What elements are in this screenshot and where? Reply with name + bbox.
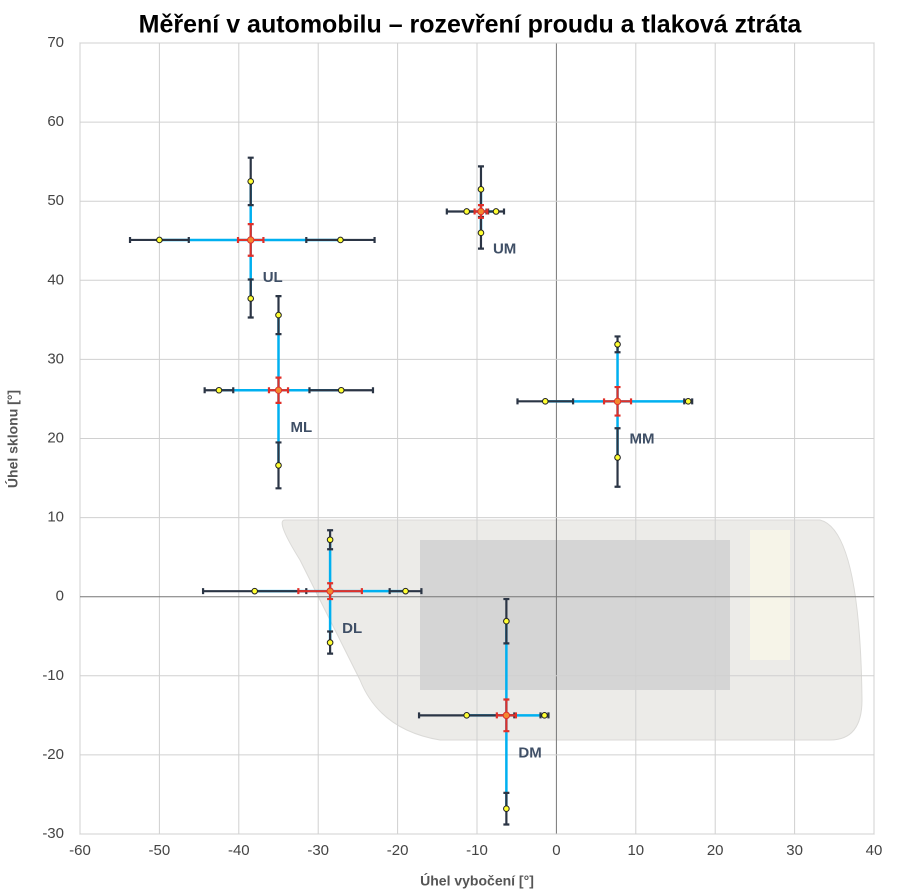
y-tick-label: 20 — [47, 429, 64, 446]
center-point — [503, 712, 509, 718]
group-label: UM — [493, 240, 516, 257]
y-tick-label: 60 — [47, 113, 64, 130]
x-tick-label: 30 — [786, 842, 803, 859]
y-axis-title: Úhel sklonu [°] — [4, 390, 21, 488]
center-point — [614, 398, 620, 404]
edge-point — [327, 537, 333, 543]
x-tick-label: -60 — [69, 842, 91, 859]
y-tick-label: -10 — [42, 667, 64, 684]
chart: Měření v automobilu – rozevření proudu a… — [0, 0, 906, 892]
group-label: UL — [263, 269, 283, 286]
edge-point — [504, 806, 510, 812]
x-tick-label: 10 — [627, 842, 644, 859]
x-tick-label: -10 — [466, 842, 488, 859]
edge-point — [464, 713, 470, 719]
edge-point — [615, 455, 621, 461]
edge-point — [615, 342, 621, 348]
edge-point — [478, 187, 484, 193]
edge-point — [464, 209, 470, 215]
y-tick-label: 0 — [56, 588, 64, 605]
edge-point — [478, 230, 484, 236]
edge-point — [542, 713, 548, 719]
center-point — [248, 237, 254, 243]
x-tick-label: -30 — [307, 842, 329, 859]
y-tick-label: 30 — [47, 350, 64, 367]
x-tick-label: -50 — [149, 842, 171, 859]
edge-point — [338, 237, 344, 243]
edge-point — [504, 618, 510, 624]
x-tick-label: -40 — [228, 842, 250, 859]
y-tick-label: -30 — [42, 825, 64, 842]
y-tick-label: 10 — [47, 509, 64, 526]
edge-point — [248, 179, 254, 185]
edge-point — [157, 237, 163, 243]
edge-point — [685, 399, 691, 405]
edge-point — [542, 399, 548, 405]
chart-title: Měření v automobilu – rozevření proudu a… — [139, 11, 803, 39]
edge-point — [403, 588, 409, 594]
edge-point — [276, 312, 282, 318]
edge-point — [248, 296, 254, 302]
x-tick-label: 20 — [707, 842, 724, 859]
x-axis-title: Úhel vybočení [°] — [420, 872, 534, 889]
x-tick-label: 0 — [552, 842, 560, 859]
vent-grille — [420, 540, 730, 690]
y-tick-label: 40 — [47, 271, 64, 288]
y-tick-label: 70 — [47, 34, 64, 51]
edge-point — [493, 209, 499, 215]
edge-point — [327, 640, 333, 646]
edge-point — [252, 588, 258, 594]
group-label: ML — [291, 419, 313, 436]
edge-point — [276, 463, 282, 469]
y-tick-label: -20 — [42, 746, 64, 763]
vent-knob — [750, 530, 790, 660]
x-tick-label: -20 — [387, 842, 409, 859]
y-tick-label: 50 — [47, 192, 64, 209]
center-point — [478, 208, 484, 214]
edge-point — [216, 387, 222, 393]
group-label: DM — [518, 744, 541, 761]
center-point — [275, 387, 281, 393]
center-point — [327, 588, 333, 594]
edge-point — [338, 387, 344, 393]
group-label: DL — [342, 620, 362, 637]
vent-background — [282, 520, 862, 740]
group-label: MM — [630, 430, 655, 447]
x-tick-label: 40 — [866, 842, 883, 859]
